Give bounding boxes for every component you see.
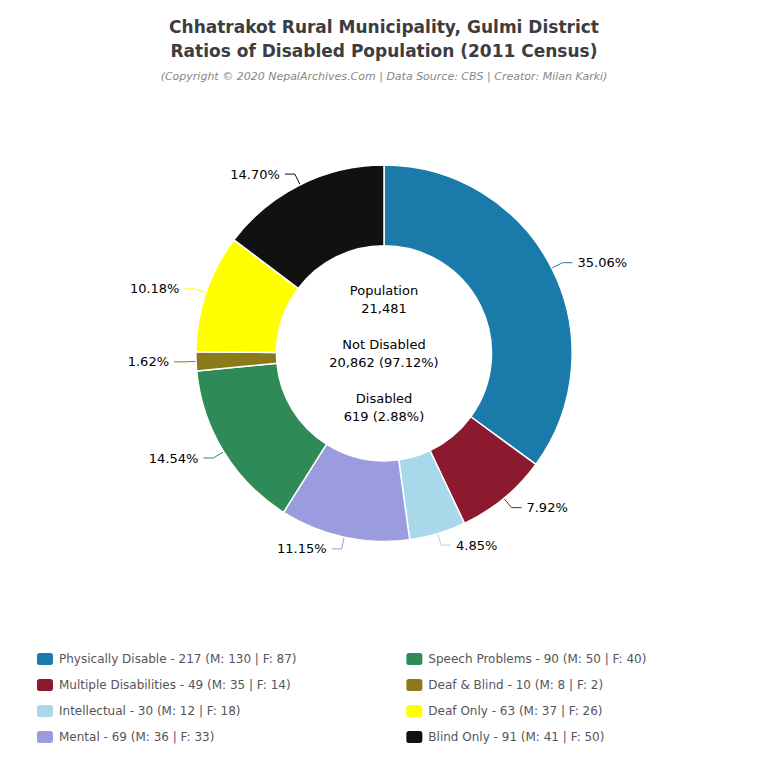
svg-text:1.62%: 1.62%: [128, 354, 169, 369]
svg-text:7.92%: 7.92%: [526, 500, 567, 515]
svg-text:4.85%: 4.85%: [456, 538, 497, 553]
svg-text:Population: Population: [350, 283, 418, 298]
svg-text:14.54%: 14.54%: [149, 451, 199, 466]
svg-text:Mental - 69 (M: 36 | F: 33): Mental - 69 (M: 36 | F: 33): [59, 730, 214, 744]
svg-text:Speech Problems - 90 (M: 50 |: Speech Problems - 90 (M: 50 | F: 40): [428, 652, 646, 666]
svg-text:Disabled: Disabled: [356, 391, 412, 406]
svg-text:10.18%: 10.18%: [130, 281, 180, 296]
svg-text:21,481: 21,481: [361, 301, 407, 316]
svg-text:Ratios of Disabled Population: Ratios of Disabled Population (2011 Cens…: [171, 41, 598, 61]
svg-text:20,862 (97.12%): 20,862 (97.12%): [329, 355, 438, 370]
svg-text:11.15%: 11.15%: [277, 541, 327, 556]
svg-text:35.06%: 35.06%: [577, 255, 627, 270]
svg-text:Blind Only - 91 (M: 41 | F: 50: Blind Only - 91 (M: 41 | F: 50): [428, 730, 604, 744]
svg-text:Chhatrakot Rural Municipality,: Chhatrakot Rural Municipality, Gulmi Dis…: [169, 17, 599, 37]
svg-text:Physically Disable - 217 (M: 1: Physically Disable - 217 (M: 130 | F: 87…: [59, 652, 297, 666]
svg-text:14.70%: 14.70%: [230, 167, 280, 182]
svg-text:(Copyright © 2020 NepalArchive: (Copyright © 2020 NepalArchives.Com | Da…: [161, 70, 608, 83]
svg-text:Multiple Disabilities - 49 (M:: Multiple Disabilities - 49 (M: 35 | F: 1…: [59, 678, 291, 692]
svg-text:Deaf & Blind - 10 (M: 8 | F: 2: Deaf & Blind - 10 (M: 8 | F: 2): [428, 678, 603, 692]
svg-text:Deaf Only - 63 (M: 37 | F: 26): Deaf Only - 63 (M: 37 | F: 26): [428, 704, 602, 718]
svg-text:Not Disabled: Not Disabled: [342, 337, 425, 352]
svg-text:Intellectual - 30 (M: 12 | F:: Intellectual - 30 (M: 12 | F: 18): [59, 704, 241, 718]
svg-text:619 (2.88%): 619 (2.88%): [344, 409, 424, 424]
